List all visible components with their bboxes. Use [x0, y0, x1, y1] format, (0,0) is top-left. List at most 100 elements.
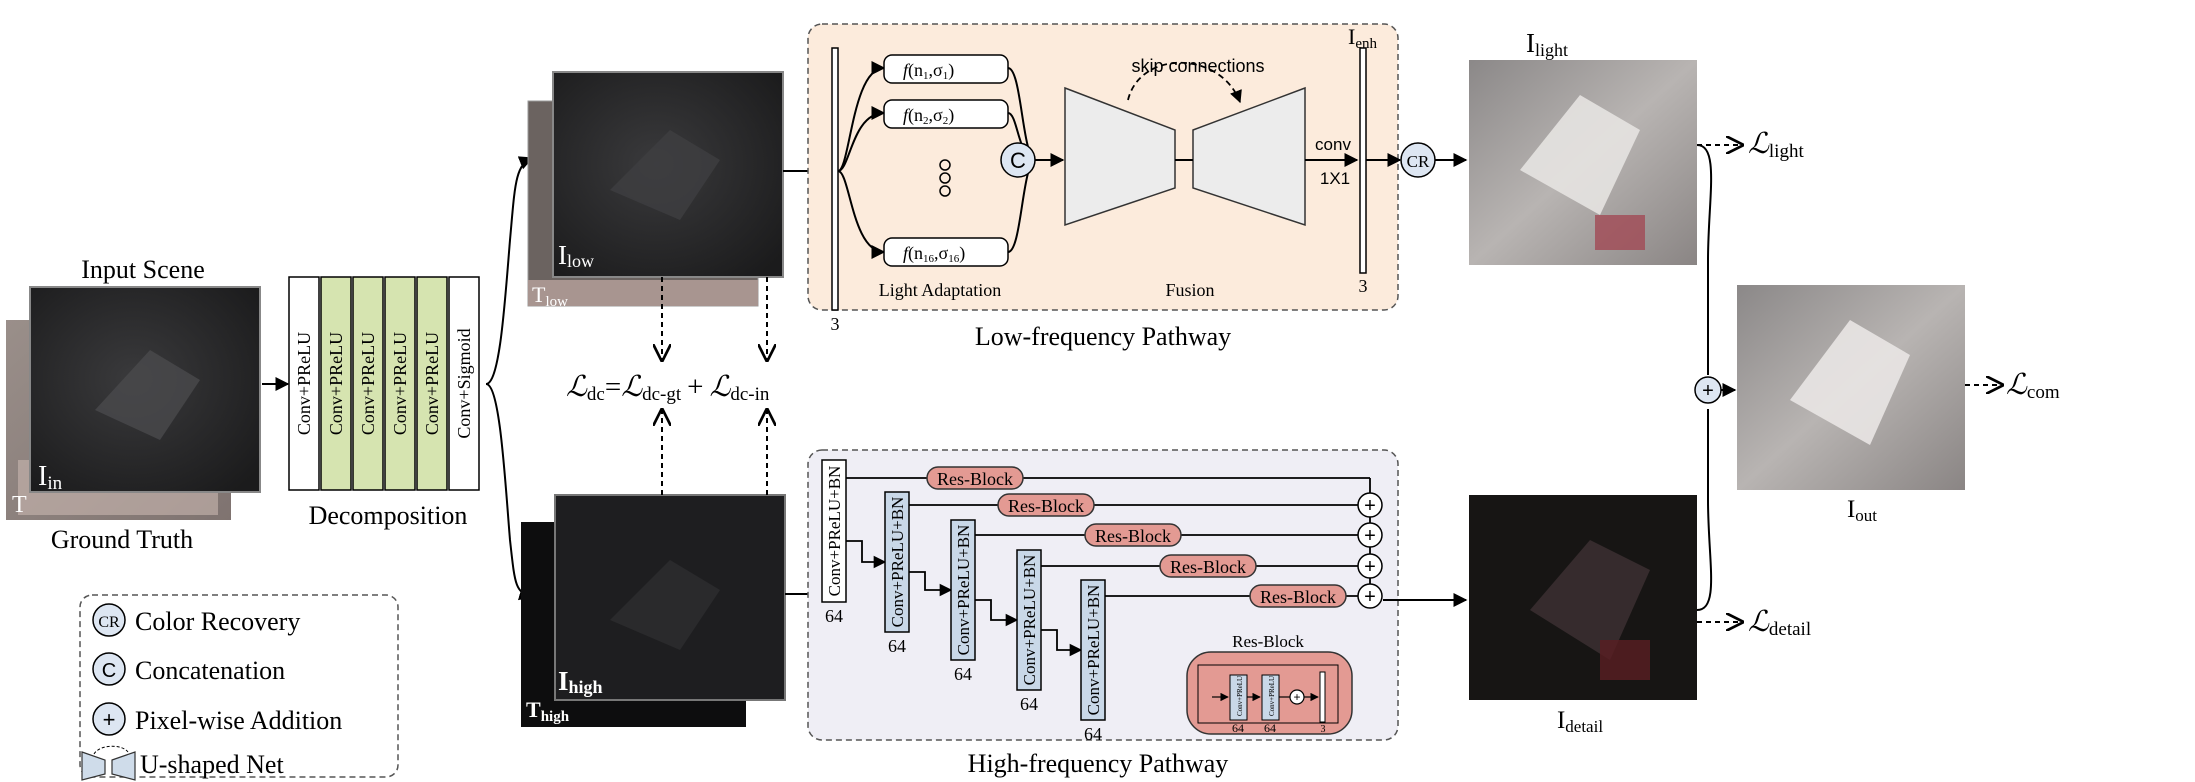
ground-truth-label: T [12, 492, 27, 518]
res-block [1249, 584, 1347, 608]
pixel-addition-node [1357, 522, 1383, 548]
conv-prelu-bn-block [1080, 579, 1106, 721]
legend-unet-icon [81, 745, 136, 781]
legend-box [79, 594, 399, 778]
fusion-unet [1064, 86, 1306, 227]
light-adaptation-label: Light Adaptation [879, 280, 1001, 300]
conv-prelu-bn-block [821, 459, 847, 603]
ground-truth-caption: Ground Truth [51, 525, 193, 554]
high-frequency-image: Thigh Ihigh [521, 494, 786, 727]
res-block [997, 493, 1095, 517]
input-image-label: Iin [38, 461, 63, 494]
decomposition-layer [416, 276, 448, 491]
high-frequency-blocks: Conv+PReLU+BN64Res-BlockConv+PReLU+BN64R… [821, 459, 1383, 744]
high-image-label: Ihigh [558, 666, 603, 697]
enhanced-bar [1359, 47, 1367, 274]
addition-symbol: + [1702, 380, 1714, 402]
loss-com: ℒcom [2006, 369, 2060, 403]
res-block [926, 466, 1024, 490]
conv-block-channels: 64 [954, 664, 972, 684]
legend-cr-icon [92, 603, 126, 637]
decomposition-layer [384, 276, 416, 491]
decomposition-layer [320, 276, 352, 491]
decomposition-layer [352, 276, 384, 491]
enhanced-label: Ienh [1348, 24, 1377, 52]
low-input-bar [831, 47, 839, 311]
decomposition-layer-label: Conv+PReLU [326, 332, 346, 435]
ellipsis-dot [939, 185, 951, 197]
decomposition-layer-label: Conv+PReLU [422, 332, 442, 435]
loss-light: ℒlight [1748, 128, 1804, 162]
legend-concat-icon [92, 652, 126, 686]
legend-plus-symbol: + [103, 707, 116, 732]
conv-prelu-bn-block [950, 519, 976, 661]
detail-image-label: Idetail [1557, 707, 1603, 736]
skip-connections-label: skip connections [1131, 56, 1264, 76]
input-image: Iin [29, 286, 261, 494]
ellipsis-dot [939, 172, 951, 184]
conv-block-channels: 64 [1084, 724, 1102, 744]
pixel-addition-symbol: + [1364, 586, 1376, 608]
fusion-label: Fusion [1165, 280, 1214, 300]
pixel-addition-symbol: + [1364, 525, 1376, 547]
light-adaptation-functions: f(n1,σ1) f(n2,σ2) f(n16,σ16) [883, 54, 1009, 267]
res-block-label: Res-Block [1095, 526, 1171, 546]
res-ch-3: 3 [1321, 724, 1326, 735]
res-block-label: Res-Block [1008, 496, 1084, 516]
res-block-detail-title: Res-Block [1232, 632, 1304, 651]
loss-detail: ℒdetail [1748, 606, 1811, 640]
conv-label: conv [1315, 135, 1351, 154]
conv-block-channels: 64 [888, 636, 906, 656]
decomposition-layer-label: Conv+PReLU [390, 332, 410, 435]
low-image-label: Ilow [558, 240, 594, 271]
decomposition-caption: Decomposition [309, 501, 468, 530]
input-scene-title: Input Scene [81, 255, 204, 284]
decomposition-layer-label: Conv+Sigmoid [454, 328, 474, 438]
conv-block-channels: 64 [1020, 694, 1038, 714]
light-image-label: Ilight [1526, 28, 1568, 60]
res-block-label: Res-Block [1170, 557, 1246, 577]
res-block [1159, 554, 1257, 578]
decomposition-layer [448, 276, 480, 491]
legend-plus-icon [92, 702, 126, 736]
legend-cr-symbol: CR [98, 614, 120, 631]
light-image [1469, 60, 1697, 265]
decomposition-layer [288, 276, 320, 491]
ellipsis-dot [939, 159, 951, 171]
conv-prelu-bn-label: Conv+PReLU+BN [1084, 585, 1103, 716]
output-image [1737, 285, 1965, 490]
res-block-label: Res-Block [937, 469, 1013, 489]
loss-dc-equation: ℒdc=ℒdc-gt + ℒdc-in [566, 371, 770, 405]
conv-prelu-bn-label: Conv+PReLU+BN [888, 497, 907, 628]
pixel-addition-node [1357, 583, 1383, 609]
conv-prelu-bn-label: Conv+PReLU+BN [825, 466, 844, 597]
low-frequency-image: Tlow Ilow [527, 71, 784, 310]
decomposition-layer-label: Conv+PReLU [294, 332, 314, 435]
high-gt-label: Thigh [526, 697, 570, 725]
pixel-addition-symbol: + [1364, 556, 1376, 578]
legend-plus-text: Pixel-wise Addition [135, 706, 342, 735]
pixel-addition-node [1357, 492, 1383, 518]
res-inner-2: Conv+PReLU [1268, 676, 1276, 716]
conv-prelu-bn-block [1016, 549, 1042, 691]
low-input-channels: 3 [831, 314, 840, 334]
concatenation-symbol: C [1010, 148, 1026, 173]
light-adaptation-function-label: f(n2,σ2) [903, 105, 954, 127]
detail-image [1469, 495, 1697, 700]
conv-prelu-bn-label: Conv+PReLU+BN [1020, 555, 1039, 686]
low-pathway-title: Low-frequency Pathway [975, 322, 1231, 351]
res-block-label: Res-Block [1260, 587, 1336, 607]
low-gt-label: Tlow [532, 282, 568, 310]
conv-prelu-bn-label: Conv+PReLU+BN [954, 525, 973, 656]
high-pathway-title: High-frequency Pathway [968, 749, 1229, 778]
res-ch-2: 64 [1264, 721, 1276, 735]
res-block-detail: Res-Block Conv+PReLU Conv+PReLU + 64 64 … [1186, 632, 1353, 735]
legend-unet-text: U-shaped Net [140, 750, 284, 779]
color-recovery-symbol: CR [1407, 152, 1430, 171]
output-image-label: Iout [1847, 496, 1877, 525]
conv-size-label: 1X1 [1320, 169, 1350, 188]
legend-cr-text: Color Recovery [135, 607, 300, 636]
legend-c-text: Concatenation [135, 656, 285, 685]
decomposition-layer-label: Conv+PReLU [358, 332, 378, 435]
